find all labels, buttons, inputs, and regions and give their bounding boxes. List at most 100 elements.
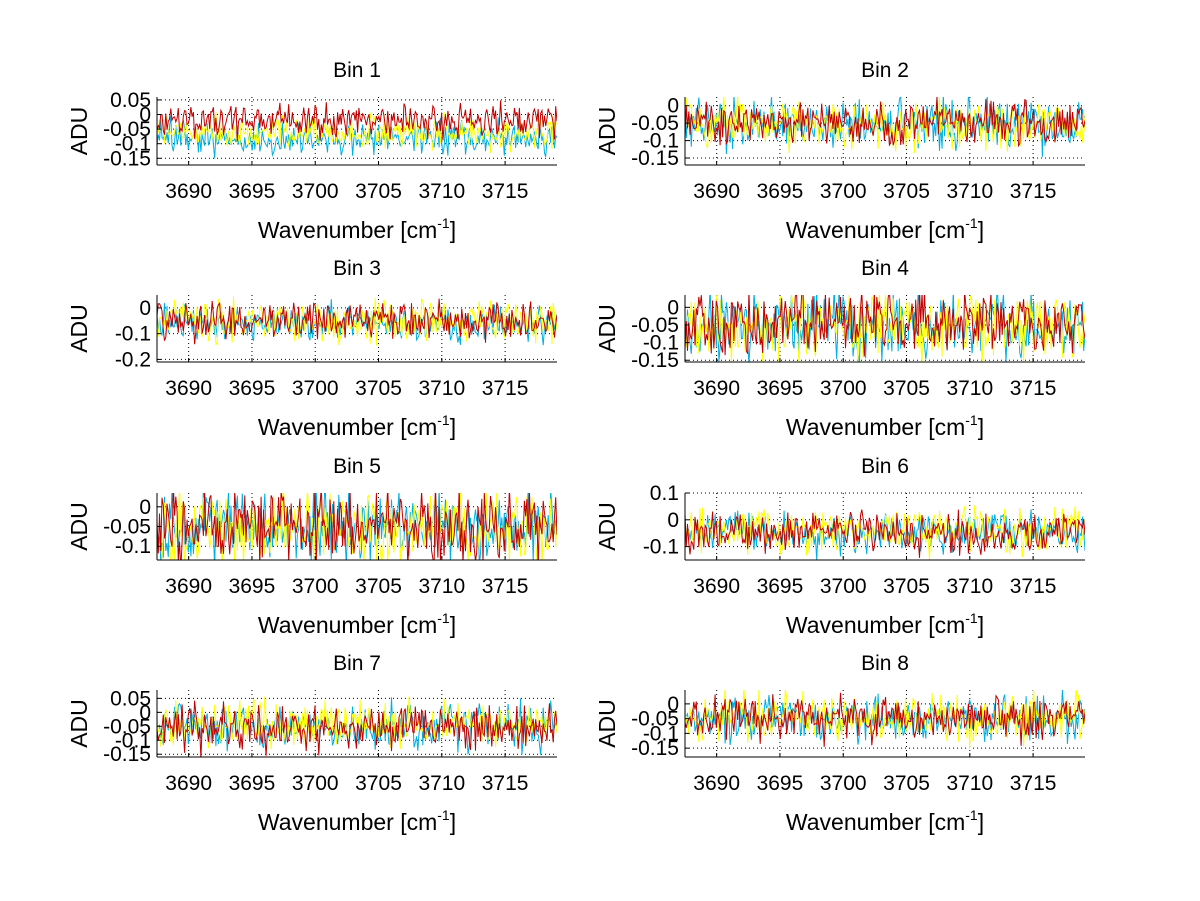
x-tick-label: 3690 bbox=[693, 575, 740, 598]
series-line-2 bbox=[685, 690, 1085, 749]
x-axis-label-end: ] bbox=[978, 217, 984, 243]
x-tick-label: 3700 bbox=[820, 377, 867, 400]
series-line-2 bbox=[157, 296, 557, 346]
x-tick-label: 3715 bbox=[482, 575, 529, 598]
x-tick-label: 3715 bbox=[482, 772, 529, 795]
x-tick-label: 3715 bbox=[1010, 575, 1057, 598]
subplot-title: Bin 7 bbox=[333, 652, 381, 675]
x-tick-label: 3710 bbox=[418, 772, 465, 795]
subplot-title: Bin 6 bbox=[861, 455, 909, 478]
y-axis-label: ADU bbox=[594, 304, 620, 353]
y-tick-label: -0.05 bbox=[631, 112, 679, 135]
y-tick-label: 0 bbox=[139, 104, 151, 127]
x-axis-label-text: Wavenumber [cm bbox=[258, 217, 437, 243]
x-tick-label: 3715 bbox=[1010, 772, 1057, 795]
x-tick-label: 3710 bbox=[946, 377, 993, 400]
x-axis-label-text: Wavenumber [cm bbox=[786, 809, 965, 835]
y-axis-label: ADU bbox=[66, 107, 92, 156]
x-tick-label: 3705 bbox=[883, 377, 930, 400]
series-line-3 bbox=[157, 493, 557, 560]
x-axis-label-end: ] bbox=[450, 809, 456, 835]
y-tick-label: 0 bbox=[667, 509, 679, 532]
x-tick-label: 3705 bbox=[883, 180, 930, 203]
x-tick-label: 3690 bbox=[693, 772, 740, 795]
subplot-bin-5: 3690 3695 3700 3705 3710 3715 0-0.05-0.1 Bin 5 A… bbox=[66, 455, 557, 638]
y-tick-label: 0.1 bbox=[650, 482, 679, 505]
x-axis-label: Wavenumber [cm-1] bbox=[786, 215, 984, 243]
subplot-bin-8: 3690 3695 3700 3705 3710 3715 0-0.05-0.1-0.15 B… bbox=[594, 652, 1085, 835]
x-tick-label: 3695 bbox=[757, 377, 804, 400]
x-tick-label: 3710 bbox=[946, 772, 993, 795]
x-tick-label: 3715 bbox=[482, 180, 529, 203]
y-axis-label: ADU bbox=[66, 304, 92, 353]
x-axis-label-superscript: -1 bbox=[437, 807, 450, 823]
subplot-bin-1: 3690 3695 3700 3705 3710 3715 0.050-0.05-0.1-0… bbox=[66, 59, 557, 243]
series-group bbox=[685, 97, 1085, 157]
y-axis-label: ADU bbox=[66, 699, 92, 748]
subplot-title: Bin 5 bbox=[333, 455, 381, 478]
y-tick-label: 0 bbox=[139, 297, 151, 320]
y-axis-label: ADU bbox=[66, 502, 92, 551]
y-tick-label: -0.1 bbox=[643, 332, 679, 355]
y-tick-label: -0.1 bbox=[643, 722, 679, 745]
series-line-2 bbox=[157, 493, 557, 560]
x-axis-label: Wavenumber [cm-1] bbox=[786, 807, 984, 835]
x-axis-label: Wavenumber [cm-1] bbox=[258, 610, 456, 638]
x-tick-label: 3715 bbox=[1010, 377, 1057, 400]
x-axis-label-end: ] bbox=[450, 414, 456, 440]
x-tick-label: 3690 bbox=[165, 180, 212, 203]
series-group bbox=[685, 505, 1085, 560]
x-tick-label: 3700 bbox=[292, 377, 339, 400]
y-tick-label: -0.1 bbox=[115, 535, 151, 558]
series-line-3 bbox=[685, 509, 1085, 558]
series-line-3 bbox=[157, 298, 557, 345]
y-tick-label: -0.1 bbox=[643, 536, 679, 559]
x-axis-label-superscript: -1 bbox=[437, 610, 450, 626]
x-axis-label-end: ] bbox=[450, 612, 456, 638]
y-tick-label: -0.15 bbox=[631, 349, 679, 372]
x-tick-label: 3705 bbox=[883, 772, 930, 795]
y-tick-label: -0.15 bbox=[631, 737, 679, 760]
subplot-title: Bin 3 bbox=[333, 257, 381, 280]
x-tick-label: 3700 bbox=[820, 772, 867, 795]
x-axis-label-superscript: -1 bbox=[965, 610, 978, 626]
series-line-3 bbox=[157, 100, 557, 142]
x-tick-label: 3715 bbox=[482, 377, 529, 400]
subplot-bin-7: 3690 3695 3700 3705 3710 3715 0.050-0.05-0.1-0… bbox=[66, 652, 557, 835]
x-axis-label-superscript: -1 bbox=[437, 215, 450, 231]
y-tick-label: -0.15 bbox=[631, 147, 679, 170]
x-tick-label: 3700 bbox=[820, 575, 867, 598]
y-tick-label: -0.05 bbox=[103, 118, 151, 141]
x-tick-label: 3695 bbox=[229, 772, 276, 795]
x-axis-label-superscript: -1 bbox=[965, 412, 978, 428]
subplot-title: Bin 4 bbox=[861, 257, 909, 280]
x-tick-label: 3710 bbox=[946, 180, 993, 203]
x-tick-label: 3705 bbox=[883, 575, 930, 598]
x-tick-label: 3705 bbox=[355, 180, 402, 203]
x-axis-label-text: Wavenumber [cm bbox=[786, 414, 965, 440]
x-tick-label: 3690 bbox=[165, 575, 212, 598]
x-tick-label: 3710 bbox=[418, 575, 465, 598]
subplot-title: Bin 8 bbox=[861, 652, 909, 675]
y-tick-label: -0.05 bbox=[631, 314, 679, 337]
y-tick-label: 0 bbox=[139, 496, 151, 519]
subplot-title: Bin 2 bbox=[861, 59, 909, 82]
series-group bbox=[685, 295, 1085, 362]
x-tick-label: 3695 bbox=[229, 377, 276, 400]
y-tick-label: -0.05 bbox=[103, 516, 151, 539]
series-line-3 bbox=[685, 692, 1085, 747]
y-axis-label: ADU bbox=[594, 502, 620, 551]
y-tick-label: -0.15 bbox=[103, 147, 151, 170]
y-axis-label: ADU bbox=[594, 107, 620, 156]
x-tick-label: 3710 bbox=[946, 575, 993, 598]
x-tick-label: 3695 bbox=[757, 180, 804, 203]
x-axis-label-text: Wavenumber [cm bbox=[786, 612, 965, 638]
subplot-title: Bin 1 bbox=[333, 59, 381, 82]
series-line-2 bbox=[685, 295, 1085, 362]
x-axis-label-text: Wavenumber [cm bbox=[786, 217, 965, 243]
series-line-2 bbox=[685, 97, 1085, 154]
y-axis-label: ADU bbox=[594, 699, 620, 748]
x-axis-label-superscript: -1 bbox=[437, 412, 450, 428]
y-tick-label: 0.05 bbox=[110, 89, 151, 112]
